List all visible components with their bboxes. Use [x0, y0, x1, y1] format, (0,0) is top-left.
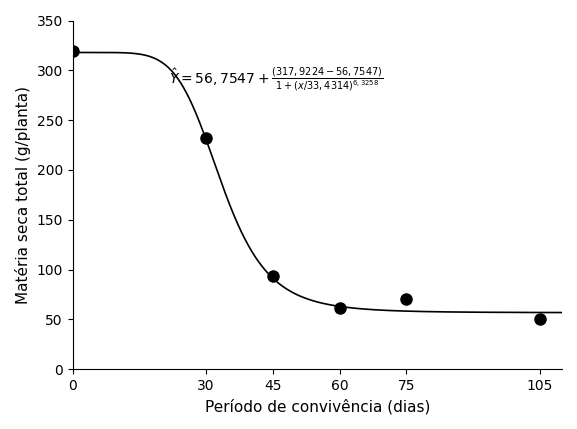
- Text: $\hat{Y}=56,7547+\frac{(317,9224-56,7547)}{1+(x/33,4314)^{6,3258}}$: $\hat{Y}=56,7547+\frac{(317,9224-56,7547…: [168, 66, 383, 94]
- Y-axis label: Matéria seca total (g/planta): Matéria seca total (g/planta): [15, 86, 31, 304]
- X-axis label: Período de convivência (dias): Período de convivência (dias): [205, 399, 430, 414]
